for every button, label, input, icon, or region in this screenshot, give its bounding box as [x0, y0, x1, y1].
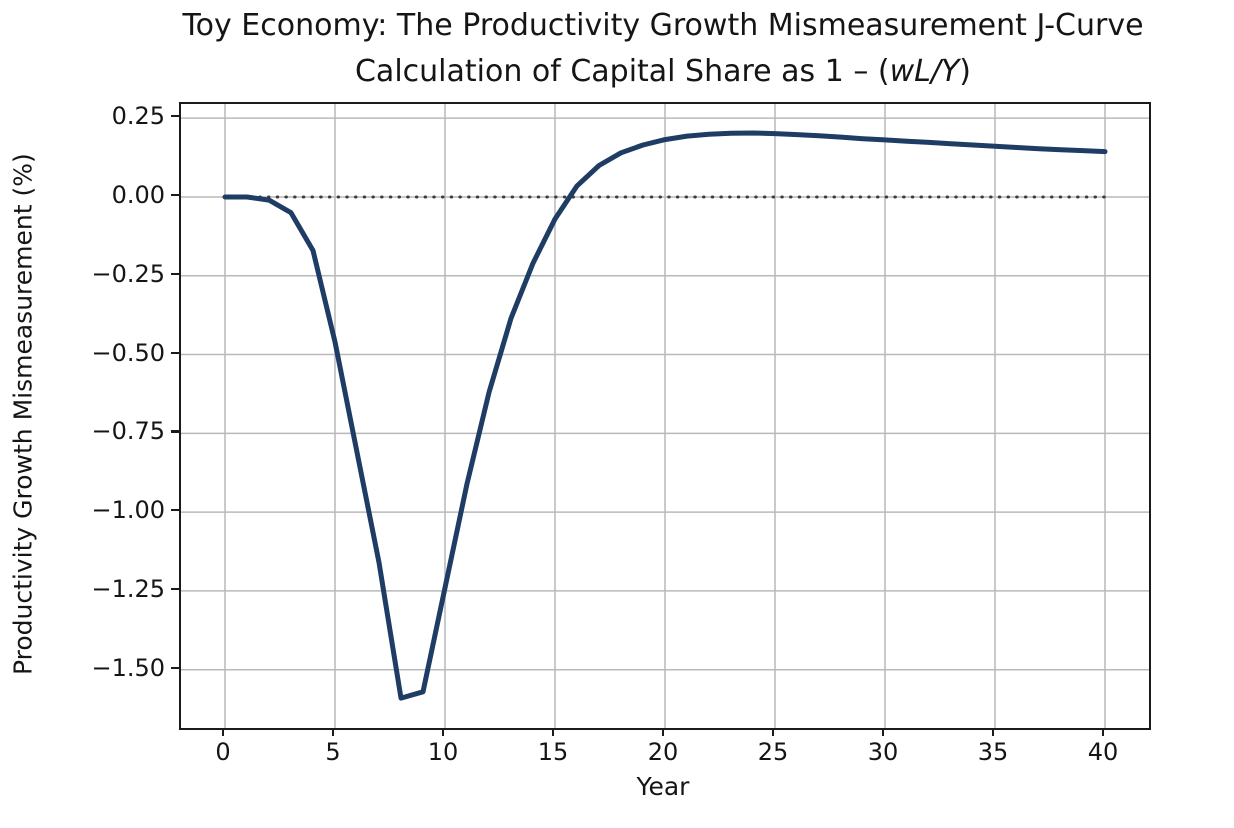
x-tick-mark: [552, 728, 555, 736]
x-tick-label: 10: [427, 738, 459, 766]
y-tick-mark: [171, 509, 179, 512]
x-tick-mark: [332, 728, 335, 736]
chart-canvas: [181, 104, 1149, 728]
x-axis-label: Year: [636, 772, 690, 801]
x-tick-label: 40: [1087, 738, 1119, 766]
y-tick-label: 0.25: [111, 102, 165, 131]
x-tick-mark: [772, 728, 775, 736]
x-tick-label: 25: [757, 738, 789, 766]
y-tick-mark: [171, 115, 179, 118]
x-tick-label: 35: [977, 738, 1009, 766]
x-tick-label: 0: [215, 738, 231, 766]
y-tick-label: 0.00: [111, 180, 165, 209]
x-tick-mark: [882, 728, 885, 736]
plot-area: [179, 102, 1151, 730]
chart-title: Toy Economy: The Productivity Growth Mis…: [182, 8, 1144, 43]
mismeasurement-curve: [222, 130, 1108, 701]
y-tick-mark: [171, 351, 179, 354]
chart-subtitle-math: wL/Y: [889, 54, 960, 89]
x-tick-mark: [1102, 728, 1105, 736]
y-tick-label: −1.50: [91, 653, 165, 682]
x-tick-mark: [442, 728, 445, 736]
y-tick-label: −1.00: [91, 496, 165, 525]
chart-subtitle: Calculation of Capital Share as 1 – (wL/…: [96, 54, 1230, 89]
y-tick-label: −0.50: [91, 338, 165, 367]
x-tick-label: 15: [537, 738, 569, 766]
y-tick-mark: [171, 430, 179, 433]
y-axis-label: Productivity Growth Mismeasurement (%): [8, 153, 38, 675]
chart-subtitle-text: Calculation of Capital Share as 1 – (: [354, 54, 890, 89]
x-tick-label: 5: [325, 738, 341, 766]
x-tick-mark: [992, 728, 995, 736]
y-tick-mark: [171, 587, 179, 591]
y-tick-mark: [171, 666, 179, 669]
chart-subtitle-close-paren: ): [959, 54, 971, 89]
y-tick-mark: [171, 193, 179, 197]
x-tick-label: 30: [867, 738, 899, 766]
x-tick-mark: [662, 728, 665, 736]
y-tick-label: −0.25: [91, 259, 165, 288]
y-tick-mark: [171, 272, 179, 275]
x-tick-label: 20: [647, 738, 679, 766]
y-tick-label: −1.25: [91, 574, 165, 603]
x-tick-mark: [222, 728, 225, 736]
y-tick-label: −0.75: [91, 417, 165, 446]
